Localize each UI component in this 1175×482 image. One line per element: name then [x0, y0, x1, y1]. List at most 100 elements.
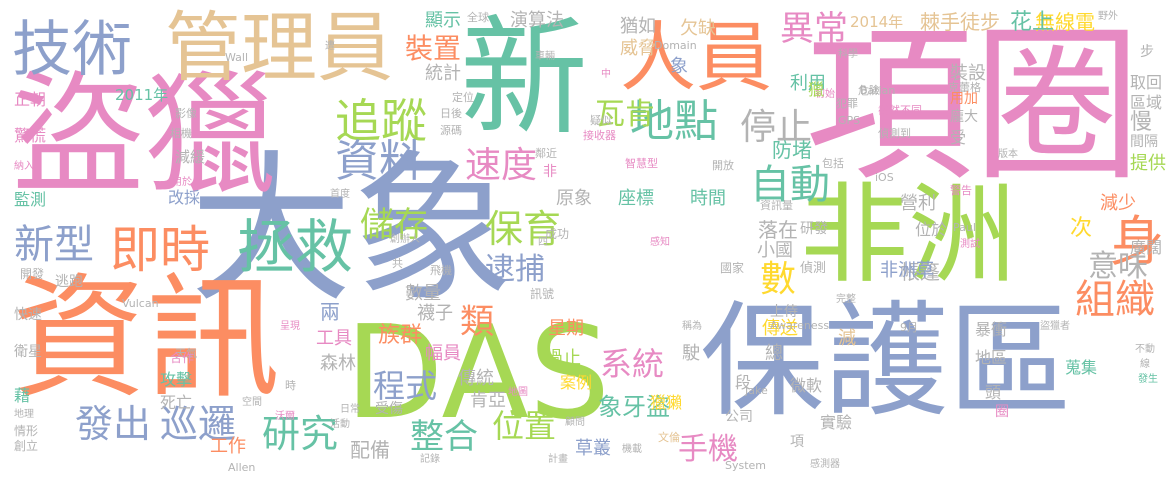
- cloud-word: 即時: [110, 221, 210, 279]
- cloud-word: 非洲: [800, 173, 1017, 298]
- cloud-word: 衛星: [14, 344, 42, 360]
- cloud-word: 時間: [690, 188, 726, 209]
- cloud-word: 配備: [350, 438, 390, 462]
- cloud-word: 位置: [492, 407, 557, 445]
- cloud-word: 保護區: [700, 290, 1073, 434]
- cloud-word: 拯救: [237, 213, 354, 281]
- cloud-word: 身: [1110, 210, 1164, 273]
- cloud-word: 原象: [556, 188, 592, 209]
- cloud-word: 創立: [14, 439, 39, 453]
- cloud-word: 源碼: [440, 124, 462, 137]
- cloud-word: 時: [285, 379, 296, 392]
- cloud-word: 欠缺: [680, 18, 716, 39]
- cloud-word: 營利: [900, 193, 936, 214]
- cloud-word: 區域: [1130, 93, 1163, 112]
- cloud-word: 工作: [210, 436, 246, 457]
- cloud-word: 初始: [815, 89, 835, 100]
- cloud-word: 截然不同: [878, 104, 922, 117]
- cloud-word: 統計: [425, 63, 461, 84]
- cloud-word: 追蹤: [335, 94, 427, 148]
- cloud-word: 實驗: [820, 413, 853, 432]
- cloud-word: 野外: [1098, 11, 1118, 22]
- cloud-word: 地點: [630, 96, 718, 147]
- cloud-word: Vulcan: [122, 297, 159, 310]
- cloud-word: 用於: [172, 177, 192, 188]
- cloud-word: 停止: [740, 107, 813, 148]
- cloud-word: 盜獵者: [1040, 321, 1070, 332]
- cloud-word: System: [725, 459, 767, 472]
- cloud-word: 危險: [858, 84, 880, 97]
- cloud-word: 活動: [330, 419, 350, 430]
- cloud-word: 新型: [14, 222, 94, 268]
- cloud-word: 整合: [410, 417, 478, 457]
- cloud-word: 速度: [465, 145, 538, 186]
- cloud-word: 演算法: [510, 10, 564, 31]
- cloud-word: 科學: [838, 49, 858, 60]
- cloud-word: 犯罪: [836, 97, 858, 110]
- cloud-word: 逮捕: [485, 252, 545, 287]
- cloud-word: 攻擊: [160, 370, 193, 389]
- cloud-word: 呈現: [280, 321, 300, 332]
- cloud-word: 駛: [682, 343, 700, 364]
- cloud-word: 間隔: [1130, 134, 1158, 150]
- cloud-word: DAS: [345, 299, 611, 448]
- cloud-word: 監測: [14, 190, 47, 209]
- cloud-word: 減緩: [175, 148, 206, 166]
- cloud-word: 保育: [485, 207, 562, 251]
- cloud-word: 日常: [340, 404, 360, 415]
- cloud-word: 新: [460, 4, 589, 153]
- cloud-word: 襪子: [417, 303, 453, 324]
- cloud-word: 總: [765, 343, 783, 364]
- cloud-word: 儲存: [360, 205, 428, 245]
- cloud-word: 利用: [790, 73, 826, 94]
- cloud-word: 疑似: [590, 114, 612, 127]
- cloud-word: 稱為: [682, 321, 702, 332]
- cloud-word: 異常: [780, 9, 848, 49]
- cloud-word: 無線電: [1035, 10, 1095, 34]
- cloud-word: 蒐集: [1065, 358, 1098, 377]
- cloud-word: 防堵: [772, 138, 812, 162]
- cloud-word: 非: [543, 164, 557, 180]
- cloud-word: 工具: [316, 328, 352, 349]
- cloud-word: 克蕾格: [948, 81, 981, 94]
- cloud-word: 獵: [808, 80, 825, 99]
- cloud-word: 地圖: [508, 387, 528, 398]
- cloud-word: 創辦人: [390, 234, 420, 245]
- cloud-word: 納入: [14, 161, 34, 172]
- cloud-word: 過止: [545, 348, 581, 369]
- cloud-word: 森林: [320, 353, 356, 374]
- cloud-word: 定位: [452, 91, 474, 104]
- cloud-word: 中: [601, 69, 611, 80]
- cloud-word: 文倫: [658, 431, 680, 444]
- cloud-word: 非洲草: [880, 260, 934, 281]
- cloud-word: 案例: [560, 373, 593, 392]
- cloud-word: 手機: [678, 432, 738, 467]
- cloud-word: 象: [670, 56, 688, 77]
- cloud-word: 步: [1140, 44, 1154, 60]
- cloud-word: 不動: [1135, 344, 1155, 355]
- cloud-word: 快速: [14, 307, 42, 323]
- cloud-word: 落在: [758, 218, 798, 242]
- cloud-word: 空間: [242, 397, 262, 408]
- cloud-word: 組織: [1075, 277, 1155, 323]
- cloud-word: 地區: [975, 348, 1008, 367]
- cloud-word: 數: [760, 259, 797, 300]
- cloud-word: 資訊: [12, 261, 281, 417]
- cloud-word: 成功: [545, 227, 570, 241]
- cloud-word: 資訊量: [760, 199, 793, 212]
- cloud-word: 顧問: [565, 417, 585, 428]
- cloud-word: 技術: [12, 15, 132, 85]
- cloud-word: 受傷: [375, 401, 403, 417]
- cloud-word: 全球: [467, 11, 489, 24]
- cloud-word: 人員: [620, 13, 772, 102]
- cloud-word: 訊號: [530, 287, 555, 301]
- cloud-word: 四: [538, 237, 548, 248]
- cloud-word: 巡邏: [160, 402, 237, 446]
- cloud-word: 傳送: [762, 318, 798, 339]
- cloud-word: 提供: [1130, 153, 1166, 174]
- cloud-word: 裝置: [405, 32, 462, 65]
- cloud-word: 發生: [1138, 374, 1158, 385]
- cloud-word: 相機: [170, 127, 192, 140]
- cloud-word: 鄰近: [535, 147, 557, 160]
- cloud-word: 正朝: [14, 90, 47, 109]
